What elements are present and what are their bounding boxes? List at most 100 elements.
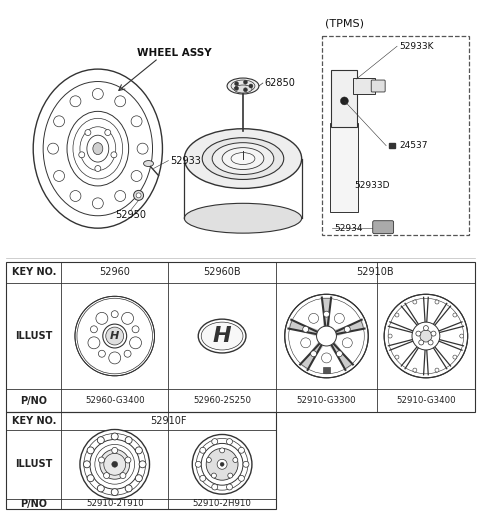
Circle shape — [136, 193, 141, 198]
Circle shape — [106, 327, 124, 345]
Circle shape — [133, 190, 144, 200]
Circle shape — [435, 368, 439, 372]
Circle shape — [111, 489, 118, 495]
Bar — [330, 123, 358, 212]
Circle shape — [344, 326, 350, 332]
Circle shape — [431, 331, 436, 336]
Ellipse shape — [222, 148, 264, 170]
Circle shape — [135, 447, 142, 454]
Circle shape — [87, 475, 94, 482]
Circle shape — [92, 198, 103, 209]
FancyBboxPatch shape — [332, 70, 357, 127]
Text: 52960B: 52960B — [204, 267, 241, 278]
FancyBboxPatch shape — [373, 221, 394, 234]
Circle shape — [243, 88, 247, 92]
Circle shape — [112, 461, 118, 467]
Circle shape — [419, 340, 424, 345]
Circle shape — [340, 97, 348, 105]
Text: 52934: 52934 — [335, 223, 363, 233]
Text: (TPMS): (TPMS) — [324, 19, 363, 28]
Circle shape — [235, 86, 239, 90]
Circle shape — [137, 143, 148, 154]
Circle shape — [301, 338, 311, 348]
Circle shape — [54, 116, 64, 127]
Circle shape — [100, 449, 130, 479]
Circle shape — [309, 313, 319, 324]
Circle shape — [88, 337, 100, 349]
Circle shape — [316, 326, 336, 346]
Circle shape — [84, 461, 90, 468]
Circle shape — [342, 338, 352, 348]
Text: 52910B: 52910B — [357, 267, 394, 278]
Text: 52960: 52960 — [99, 267, 130, 278]
Text: 52950: 52950 — [115, 210, 146, 220]
Circle shape — [98, 350, 105, 357]
Circle shape — [75, 296, 155, 376]
Text: 52910-2H910: 52910-2H910 — [192, 499, 252, 508]
Text: H: H — [213, 326, 231, 346]
Circle shape — [87, 447, 94, 454]
Circle shape — [79, 152, 85, 158]
Circle shape — [195, 461, 201, 467]
Circle shape — [135, 475, 142, 482]
Bar — [322, 36, 468, 235]
Circle shape — [200, 447, 206, 453]
Circle shape — [249, 84, 253, 88]
Ellipse shape — [231, 153, 255, 165]
Circle shape — [70, 96, 81, 107]
Circle shape — [131, 116, 142, 127]
Circle shape — [115, 190, 126, 201]
Circle shape — [139, 461, 146, 468]
Circle shape — [324, 311, 329, 317]
Text: 24537: 24537 — [399, 141, 428, 150]
Circle shape — [460, 334, 464, 338]
Ellipse shape — [93, 142, 103, 155]
Circle shape — [125, 457, 131, 463]
Circle shape — [212, 439, 218, 445]
Circle shape — [103, 324, 127, 348]
Ellipse shape — [227, 78, 259, 94]
Text: P/NO: P/NO — [20, 396, 47, 406]
Text: P/NO: P/NO — [20, 498, 47, 509]
Circle shape — [227, 439, 232, 445]
Circle shape — [112, 447, 118, 454]
Ellipse shape — [184, 203, 301, 233]
Circle shape — [96, 312, 108, 325]
Circle shape — [303, 326, 309, 332]
Circle shape — [453, 313, 457, 317]
Bar — [323, 367, 330, 373]
Circle shape — [111, 433, 118, 440]
Circle shape — [384, 294, 468, 378]
Circle shape — [105, 130, 111, 136]
Circle shape — [217, 459, 227, 469]
Circle shape — [95, 166, 101, 171]
Circle shape — [212, 484, 218, 490]
Circle shape — [228, 473, 233, 478]
Ellipse shape — [202, 138, 284, 180]
Circle shape — [423, 326, 429, 331]
Circle shape — [70, 190, 81, 201]
Circle shape — [120, 473, 126, 478]
Circle shape — [335, 313, 344, 324]
Ellipse shape — [184, 129, 301, 188]
Circle shape — [311, 351, 317, 357]
Circle shape — [453, 355, 457, 359]
Text: 52910-2T910: 52910-2T910 — [86, 499, 144, 508]
Circle shape — [200, 475, 206, 481]
Text: 52910-G3300: 52910-G3300 — [297, 396, 356, 405]
Text: 62850: 62850 — [265, 78, 296, 88]
Text: 52933D: 52933D — [354, 181, 390, 190]
Circle shape — [111, 311, 118, 318]
Circle shape — [48, 143, 59, 154]
Ellipse shape — [144, 160, 154, 167]
Circle shape — [395, 313, 399, 317]
Circle shape — [104, 473, 109, 478]
Circle shape — [131, 170, 142, 182]
Circle shape — [125, 437, 132, 444]
Ellipse shape — [198, 319, 246, 353]
Circle shape — [132, 326, 139, 333]
Text: 52960-2S250: 52960-2S250 — [193, 396, 251, 405]
Circle shape — [428, 340, 433, 345]
Circle shape — [435, 300, 439, 304]
Circle shape — [285, 294, 368, 378]
